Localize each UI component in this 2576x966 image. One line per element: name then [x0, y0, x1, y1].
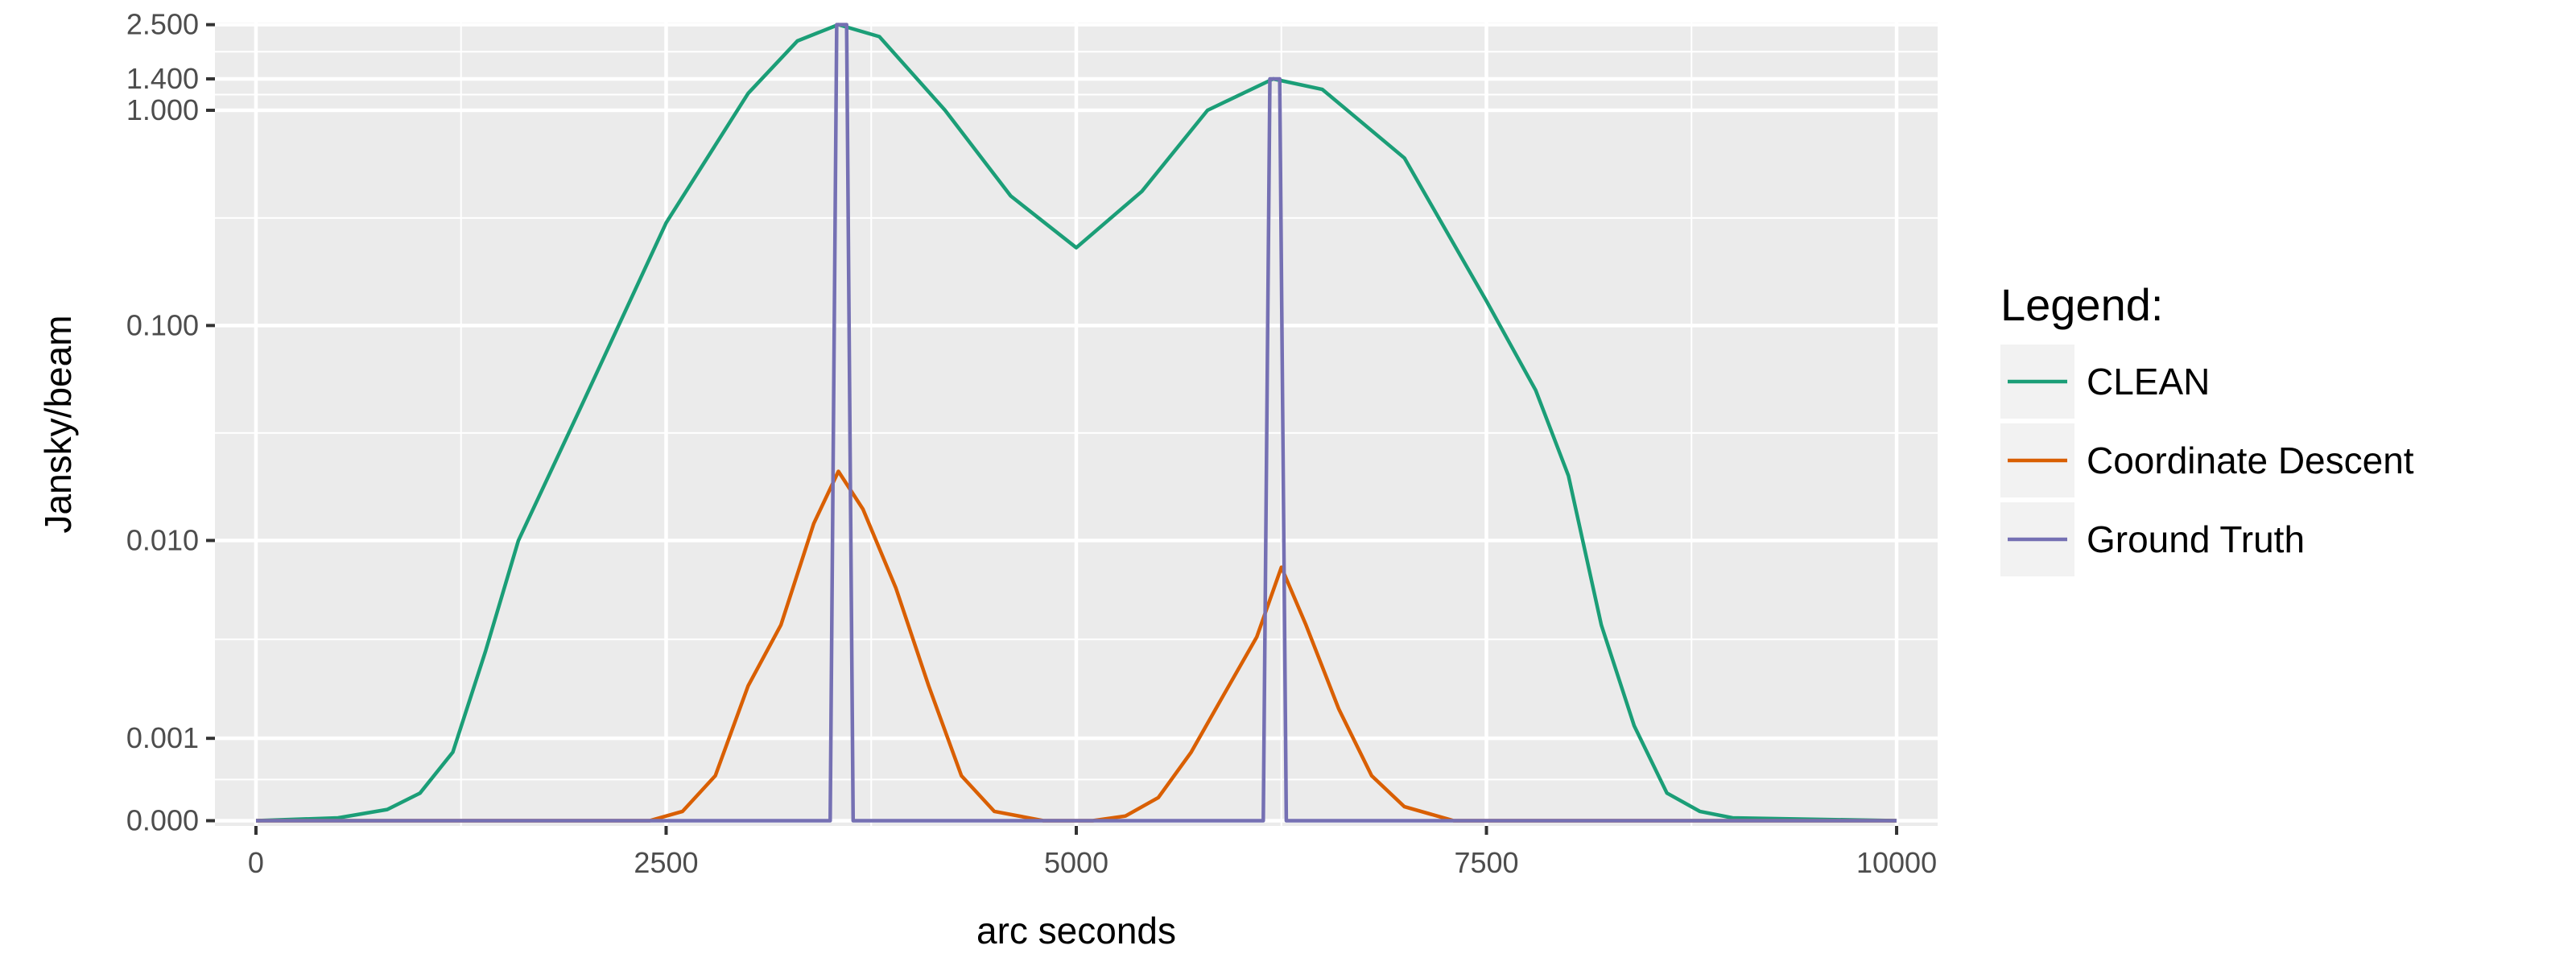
y-tick-label: 0.001 — [126, 721, 199, 754]
legend-label: CLEAN — [2087, 361, 2210, 402]
legend-label: Coordinate Descent — [2087, 440, 2414, 481]
y-tick-label: 1.000 — [126, 93, 199, 126]
y-tick-label: 0.000 — [126, 803, 199, 836]
y-axis-title: Jansky/beam — [37, 315, 79, 533]
y-tick-label: 0.100 — [126, 308, 199, 341]
series-line-ground-truth — [256, 23, 1897, 823]
y-tick-label: 0.010 — [126, 523, 199, 556]
x-tick-label: 2500 — [634, 846, 698, 879]
y-tick-label: 2.500 — [126, 8, 199, 41]
legend: Legend: CLEAN Coordinate Descent Ground Tr… — [2000, 279, 2414, 576]
x-tick-label: 10000 — [1856, 846, 1937, 879]
y-tick-label: 1.400 — [126, 62, 199, 95]
x-tick-label: 5000 — [1044, 846, 1108, 879]
legend-title: Legend: — [2000, 279, 2163, 330]
x-tick-label: 7500 — [1454, 846, 1518, 879]
x-axis-ticks: 0 2500 5000 7500 10000 — [248, 826, 1937, 879]
x-axis-title: arc seconds — [976, 910, 1176, 952]
legend-label: Ground Truth — [2087, 518, 2305, 560]
series-line-clean — [255, 23, 1897, 823]
x-tick-label: 0 — [248, 846, 264, 879]
series-lines — [255, 23, 1897, 823]
